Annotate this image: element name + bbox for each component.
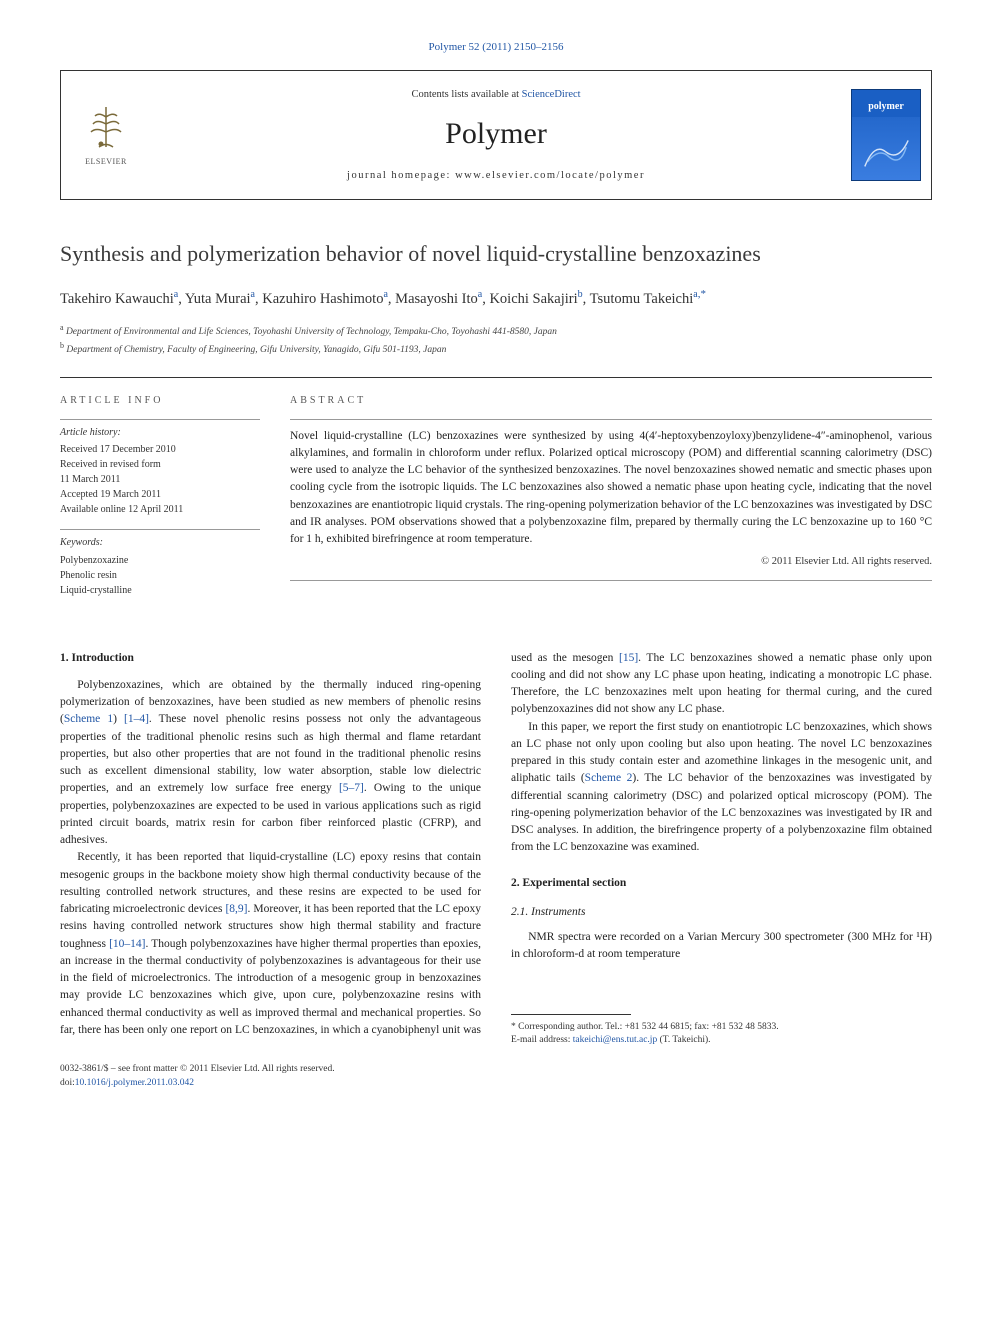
affiliation-line: b Department of Chemistry, Faculty of En…: [60, 340, 932, 357]
author-aff-sup: a: [251, 289, 255, 300]
author-name: Masayoshi Ito: [395, 291, 478, 307]
article-title: Synthesis and polymerization behavior of…: [60, 238, 932, 270]
elsevier-tree-icon: [81, 102, 131, 152]
journal-cover-block: polymer: [841, 71, 931, 199]
reference-link[interactable]: [15]: [619, 652, 638, 664]
contents-prefix: Contents lists available at: [411, 89, 521, 100]
keyword: Polybenzoxazine: [60, 553, 260, 568]
email-suffix: (T. Takeichi).: [657, 1035, 710, 1045]
author-name: Takehiro Kawauchi: [60, 291, 174, 307]
info-abstract-row: ARTICLE INFO Article history: Received 1…: [60, 377, 932, 610]
top-citation: Polymer 52 (2011) 2150–2156: [60, 40, 932, 56]
intro-paragraph-1: Polybenzoxazines, which are obtained by …: [60, 677, 481, 850]
author-aff-sup: b: [578, 289, 583, 300]
abstract-column: ABSTRACT Novel liquid-crystalline (LC) b…: [290, 394, 932, 610]
scheme-link[interactable]: Scheme 2: [585, 772, 633, 784]
header-center: Contents lists available at ScienceDirec…: [151, 71, 841, 199]
aff-text: Department of Chemistry, Faculty of Engi…: [66, 345, 446, 355]
author-aff-sup: a: [478, 289, 482, 300]
affiliation-line: a Department of Environmental and Life S…: [60, 322, 932, 339]
email-label: E-mail address:: [511, 1035, 573, 1045]
subsection-heading-instruments: 2.1. Instruments: [511, 904, 932, 921]
reference-link[interactable]: [8,9]: [225, 903, 247, 915]
keyword: Liquid-crystalline: [60, 583, 260, 598]
abstract-text: Novel liquid-crystalline (LC) benzoxazin…: [290, 419, 932, 549]
author-name: Koichi Sakajiri: [489, 291, 577, 307]
history-line: Available online 12 April 2011: [60, 502, 260, 517]
author-name: Kazuhiro Hashimoto: [262, 291, 383, 307]
history-line: 11 March 2011: [60, 472, 260, 487]
corresponding-marker: ,*: [698, 288, 706, 300]
keywords-label: Keywords:: [60, 529, 260, 551]
history-label: Article history:: [60, 419, 260, 441]
journal-homepage: journal homepage: www.elsevier.com/locat…: [347, 168, 645, 183]
footnote-separator: [511, 1014, 631, 1015]
text-run: ). The LC behavior of the benzoxazines w…: [511, 772, 932, 853]
footer-frontmatter: 0032-3861/$ – see front matter © 2011 El…: [60, 1063, 932, 1076]
footnote-email-line: E-mail address: takeichi@ens.tut.ac.jp (…: [511, 1034, 932, 1047]
elsevier-logo-block: ELSEVIER: [61, 71, 151, 199]
doi-link[interactable]: 10.1016/j.polymer.2011.03.042: [75, 1078, 194, 1088]
author-aff-sup: a: [174, 289, 178, 300]
history-line: Received in revised form: [60, 457, 260, 472]
author-list: Takehiro Kawauchia, Yuta Muraia, Kazuhir…: [60, 286, 932, 311]
email-link[interactable]: takeichi@ens.tut.ac.jp: [573, 1035, 657, 1045]
history-line: Received 17 December 2010: [60, 442, 260, 457]
article-info-heading: ARTICLE INFO: [60, 394, 260, 409]
footer-block: 0032-3861/$ – see front matter © 2011 El…: [60, 1063, 932, 1090]
aff-label: b: [60, 341, 64, 350]
section-heading-introduction: 1. Introduction: [60, 650, 481, 667]
journal-name: Polymer: [445, 112, 547, 156]
scheme-link[interactable]: Scheme 1: [64, 713, 113, 725]
section-heading-experimental: 2. Experimental section: [511, 875, 932, 892]
elsevier-label: ELSEVIER: [85, 156, 127, 168]
abstract-bottom-rule: [290, 580, 932, 581]
polymer-cover-art-icon: [860, 132, 912, 172]
author-name: Tsutomu Takeichi: [590, 291, 694, 307]
contents-line: Contents lists available at ScienceDirec…: [411, 87, 580, 102]
history-block: Received 17 December 2010 Received in re…: [60, 442, 260, 517]
keyword: Phenolic resin: [60, 568, 260, 583]
body-columns: 1. Introduction Polybenzoxazines, which …: [60, 650, 932, 1048]
text-run: ): [113, 713, 124, 725]
reference-link[interactable]: [10–14]: [109, 938, 145, 950]
footnote-corr-line: * Corresponding author. Tel.: +81 532 44…: [511, 1021, 932, 1034]
reference-link[interactable]: [1–4]: [124, 713, 149, 725]
footer-doi-line: doi:10.1016/j.polymer.2011.03.042: [60, 1077, 932, 1090]
abstract-copyright: © 2011 Elsevier Ltd. All rights reserved…: [290, 554, 932, 569]
article-info-column: ARTICLE INFO Article history: Received 1…: [60, 394, 260, 610]
aff-label: a: [60, 323, 64, 332]
doi-prefix: doi:: [60, 1078, 75, 1088]
author-name: Yuta Murai: [185, 291, 251, 307]
journal-header-box: ELSEVIER Contents lists available at Sci…: [60, 70, 932, 200]
aff-text: Department of Environmental and Life Sci…: [66, 328, 557, 338]
keywords-block: Polybenzoxazine Phenolic resin Liquid-cr…: [60, 553, 260, 598]
reference-link[interactable]: [5–7]: [339, 782, 364, 794]
instruments-paragraph: NMR spectra were recorded on a Varian Me…: [511, 929, 932, 964]
affiliations: a Department of Environmental and Life S…: [60, 322, 932, 357]
author-aff-sup: a: [383, 289, 387, 300]
polymer-cover-label: polymer: [852, 100, 920, 115]
abstract-heading: ABSTRACT: [290, 394, 932, 409]
polymer-cover-icon: polymer: [851, 89, 921, 181]
sciencedirect-link[interactable]: ScienceDirect: [522, 89, 581, 100]
corresponding-footnote: * Corresponding author. Tel.: +81 532 44…: [511, 1021, 932, 1048]
history-line: Accepted 19 March 2011: [60, 487, 260, 502]
intro-paragraph-3: In this paper, we report the first study…: [511, 719, 932, 857]
